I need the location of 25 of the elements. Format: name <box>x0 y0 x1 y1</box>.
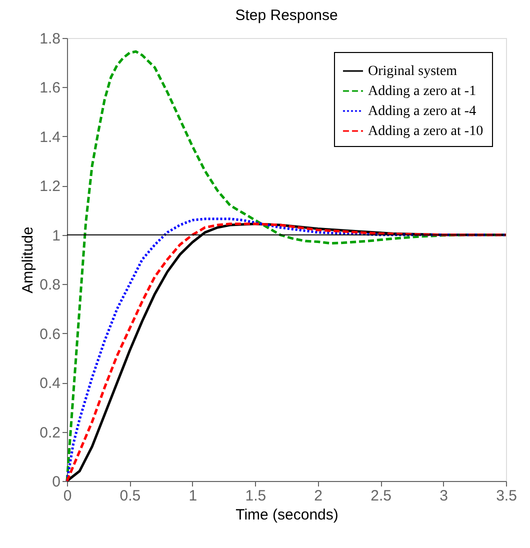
chart-title: Step Response <box>235 7 338 24</box>
x-tick-label: 0.5 <box>120 488 141 504</box>
x-tick-label: 2 <box>314 488 323 504</box>
y-tick-label: 1.6 <box>40 80 60 97</box>
y-tick-label: 0.2 <box>40 424 60 442</box>
legend-label: Adding a zero at -1 <box>368 84 476 99</box>
legend-label: Original system <box>368 64 458 79</box>
x-axis-title: Time (seconds) <box>236 506 338 524</box>
x-tick-label: 3.5 <box>496 488 517 504</box>
y-axis-title: Amplitude <box>20 226 37 294</box>
x-tick-label: 1 <box>188 488 198 504</box>
y-tick-label: 0.8 <box>40 276 60 294</box>
y-tick-label: 0 <box>52 474 60 490</box>
x-tick-label: 0 <box>63 488 72 504</box>
y-tick-label: 1 <box>52 227 60 244</box>
y-tick-label: 0.6 <box>40 326 60 343</box>
y-tick-label: 1.2 <box>40 178 60 196</box>
y-tick-label: 1.8 <box>40 30 60 48</box>
y-tick-label: 0.4 <box>40 375 60 392</box>
x-tick-label: 3 <box>440 488 448 504</box>
legend-label: Adding a zero at -10 <box>368 124 484 139</box>
legend-label: Adding a zero at -4 <box>368 104 476 119</box>
x-tick-label: 1.5 <box>245 488 266 504</box>
x-tick-label: 2.5 <box>370 488 392 504</box>
y-tick-label: 1.4 <box>40 128 60 146</box>
